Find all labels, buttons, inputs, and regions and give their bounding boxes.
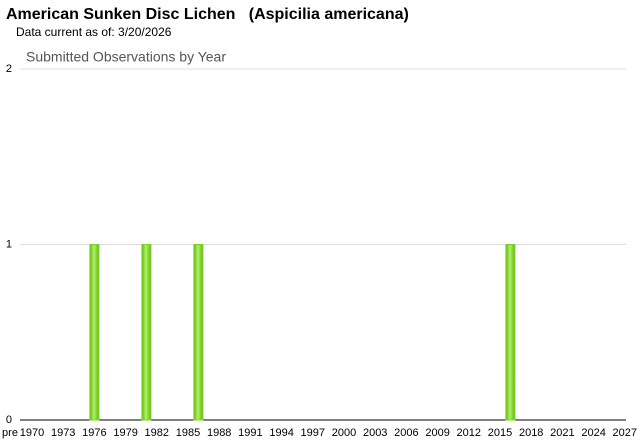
x-tick-label: 2021 (550, 427, 574, 439)
bar (89, 244, 100, 421)
bar (193, 244, 204, 421)
y-tick-label: 1 (6, 238, 12, 250)
x-tick-label: 1976 (82, 427, 106, 439)
x-tick-label: 1994 (269, 427, 293, 439)
x-tick-label: pre (2, 427, 18, 439)
x-tick-label: 1988 (207, 427, 231, 439)
x-tick-label: 2009 (425, 427, 449, 439)
x-tick-label: 1982 (145, 427, 169, 439)
x-tick-label: 1985 (176, 427, 200, 439)
subtitle: Data current as of: 3/20/2026 (16, 25, 172, 39)
x-tick-label: 2018 (519, 427, 543, 439)
page-title: American Sunken Disc Lichen (Aspicilia a… (6, 6, 409, 23)
x-tick-label: 1970 (20, 427, 44, 439)
x-tick-label: 2012 (457, 427, 481, 439)
chart-title: Submitted Observations by Year (26, 49, 226, 65)
x-tick-label: 2027 (613, 427, 637, 439)
bar (141, 244, 152, 421)
x-tick-label: 1997 (301, 427, 325, 439)
x-tick-label: 1973 (51, 427, 75, 439)
x-tick-label: 2024 (581, 427, 605, 439)
x-tick-label: 2003 (363, 427, 387, 439)
y-tick-label: 0 (6, 414, 12, 426)
x-tick-label: 2015 (488, 427, 512, 439)
x-tick-label: 2000 (332, 427, 356, 439)
x-tick-label: 2006 (394, 427, 418, 439)
x-tick-label: 1991 (238, 427, 262, 439)
bar (505, 244, 516, 421)
x-tick-label: 1979 (113, 427, 137, 439)
y-tick-label: 2 (6, 63, 12, 75)
